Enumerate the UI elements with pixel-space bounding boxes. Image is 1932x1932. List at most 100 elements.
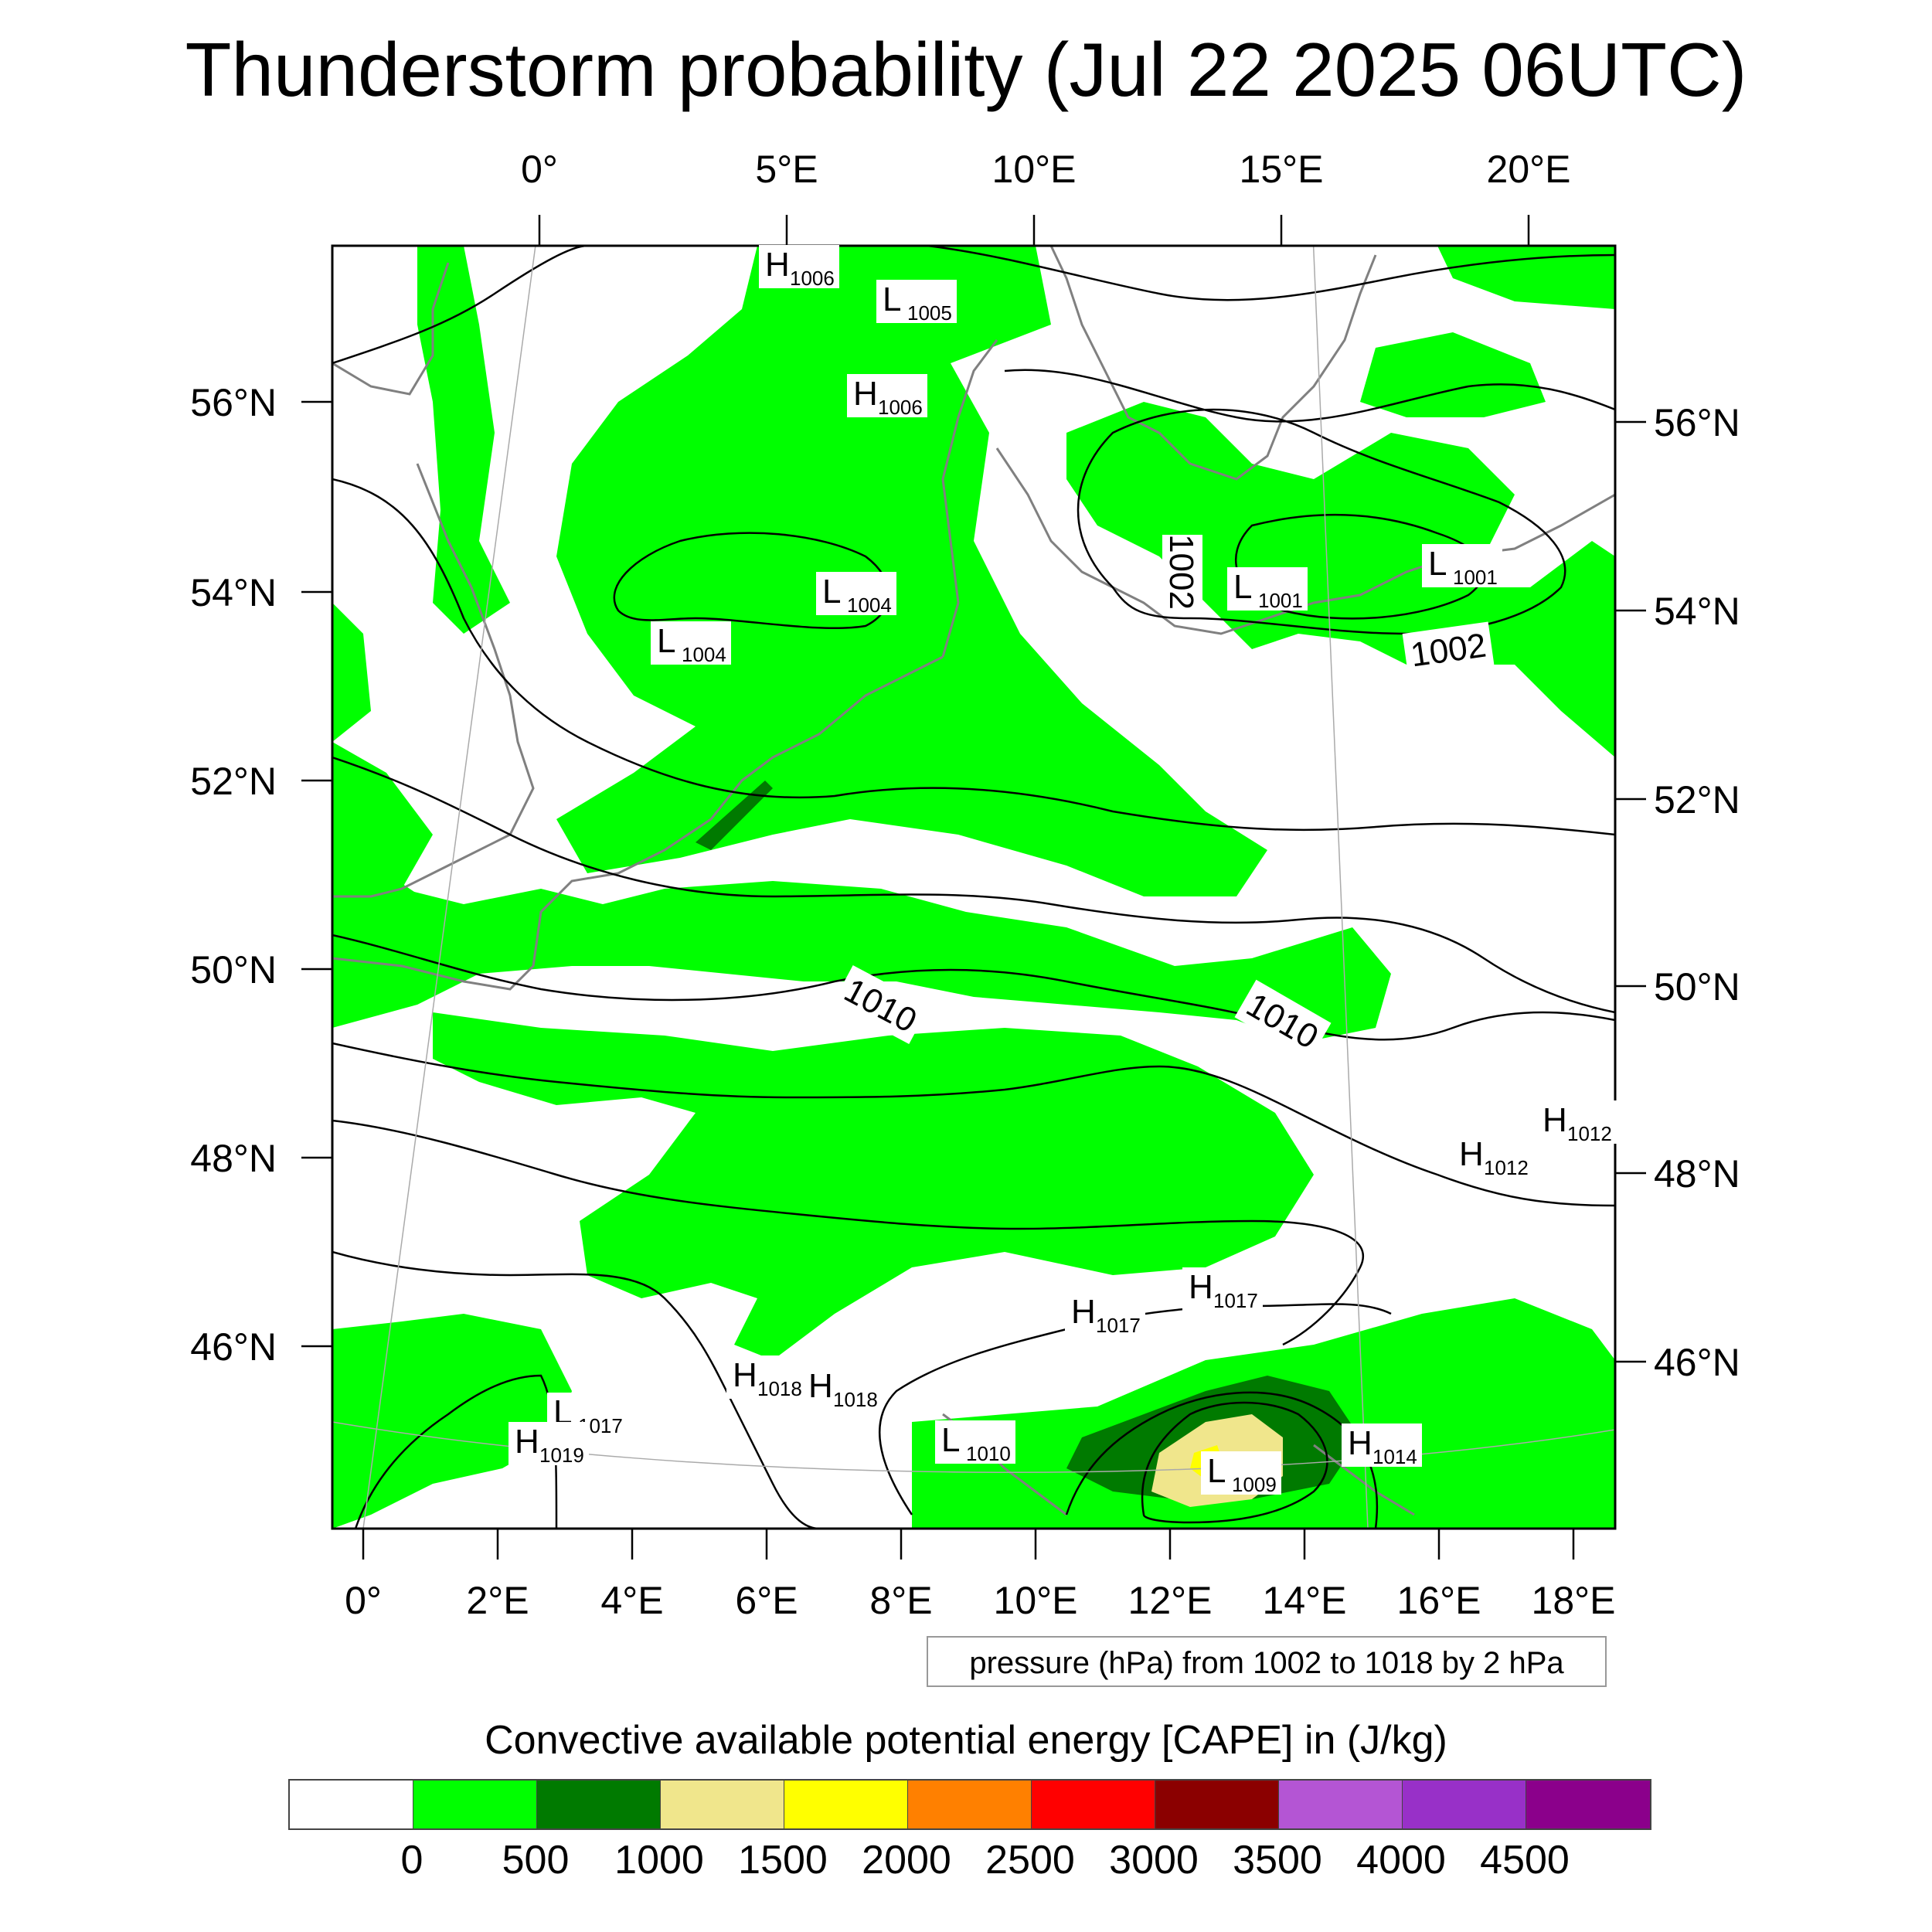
pressure-center-value: 1012 xyxy=(1484,1156,1529,1179)
pressure-center: H 1012 xyxy=(1536,1100,1617,1145)
right-lat-label: 56°N xyxy=(1654,401,1740,444)
pressure-center-value: 1009 xyxy=(1232,1473,1277,1496)
colorbar-label: 2000 xyxy=(862,1838,951,1883)
pressure-center-group: H 1006 L 1005 H 1006 L 1004 L 1004 L 100… xyxy=(509,245,1617,1496)
colorbar-box xyxy=(1032,1781,1155,1828)
isobar-label-text: 1002 xyxy=(1162,534,1200,610)
left-lat-label: 50°N xyxy=(190,948,277,992)
legend-title: Convective available potential energy [C… xyxy=(485,1718,1447,1763)
colorbar-box xyxy=(1155,1781,1279,1828)
colorbar-box xyxy=(290,1781,413,1828)
bottom-lon-label: 4°E xyxy=(600,1579,663,1622)
pressure-center-letter: H xyxy=(1459,1135,1484,1173)
top-lon-label: 10°E xyxy=(992,148,1077,191)
map-title: Thunderstorm probability (Jul 22 2025 06… xyxy=(185,27,1747,112)
bottom-lon-labels: 0° 2°E 4°E 6°E 8°E 10°E 12°E 14°E 16°E 1… xyxy=(345,1579,1615,1622)
pressure-center: H 1019 xyxy=(509,1422,589,1467)
tick-marks xyxy=(301,215,1646,1560)
pressure-center-value: 1012 xyxy=(1567,1122,1612,1145)
pressure-center-value: 1001 xyxy=(1453,566,1498,589)
pressure-center-value: 1017 xyxy=(1213,1289,1258,1312)
right-lat-label: 50°N xyxy=(1654,965,1740,1009)
right-lat-label: 52°N xyxy=(1654,778,1740,821)
pressure-center-letter: H xyxy=(733,1356,757,1394)
pressure-center-letter: L xyxy=(822,573,841,611)
colorbar-label: 1000 xyxy=(614,1838,704,1883)
colorbar-label: 0 xyxy=(400,1838,423,1883)
pressure-center: L 1004 xyxy=(651,621,731,666)
coastlines xyxy=(332,246,1615,1516)
pressure-center: H 1017 xyxy=(1065,1292,1145,1337)
isobars xyxy=(332,246,1615,1529)
isobar-label: 1002 xyxy=(1162,534,1202,610)
bottom-lon-label: 16°E xyxy=(1397,1579,1481,1622)
colorbar-box xyxy=(1526,1781,1650,1828)
pressure-center-value: 1004 xyxy=(847,594,892,617)
pressure-center-letter: L xyxy=(883,281,901,318)
pressure-center: L 1001 xyxy=(1422,544,1502,589)
left-lat-label: 46°N xyxy=(190,1325,277,1369)
pressure-center: H 1012 xyxy=(1453,1134,1533,1179)
pressure-center: H 1014 xyxy=(1342,1423,1422,1468)
pressure-center: L 1004 xyxy=(816,572,896,617)
isobar-2 xyxy=(332,478,1615,836)
cape-region-west-band xyxy=(332,742,1391,1043)
colorbar-label: 3500 xyxy=(1233,1838,1322,1883)
pressure-center-value: 1010 xyxy=(966,1442,1011,1465)
colorbar-box xyxy=(413,1781,537,1828)
colorbar-label: 1500 xyxy=(738,1838,828,1883)
colorbar-box xyxy=(1403,1781,1526,1828)
pressure-center-value: 1018 xyxy=(757,1377,802,1400)
pressure-center: H 1018 xyxy=(726,1355,807,1400)
pressure-center-value: 1019 xyxy=(539,1444,584,1467)
contour-info-note: pressure (hPa) from 1002 to 1018 by 2 hP… xyxy=(927,1636,1607,1687)
pressure-center-value: 1017 xyxy=(1096,1314,1141,1337)
cape-region-central-europe xyxy=(433,1012,1314,1360)
cape-region-west-edge xyxy=(332,603,433,935)
cape-region-dk-strip xyxy=(696,781,773,850)
bottom-lon-label: 8°E xyxy=(869,1579,932,1622)
isobar-15 xyxy=(927,246,1615,301)
right-lat-label: 46°N xyxy=(1654,1341,1740,1384)
map-frame xyxy=(331,244,1617,1530)
top-lon-label: 0° xyxy=(521,148,558,191)
top-lon-label: 15°E xyxy=(1240,148,1324,191)
bottom-lon-label: 0° xyxy=(345,1579,382,1622)
cape-region-northsea xyxy=(556,246,1267,896)
colorbar-label: 3000 xyxy=(1109,1838,1199,1883)
right-lat-label: 54°N xyxy=(1654,590,1740,633)
left-lat-label: 48°N xyxy=(190,1137,277,1180)
pressure-center-letter: L xyxy=(941,1421,960,1459)
bottom-lon-label: 2°E xyxy=(466,1579,529,1622)
pressure-center-letter: H xyxy=(1348,1424,1372,1462)
bottom-lon-label: 12°E xyxy=(1128,1579,1213,1622)
colorbar-label: 500 xyxy=(502,1838,570,1883)
pressure-center-letter: H xyxy=(1189,1268,1213,1306)
pressure-center-letter: L xyxy=(657,622,675,660)
left-lat-label: 56°N xyxy=(190,381,277,424)
cape-field xyxy=(332,246,1615,1529)
pressure-center-value: 1018 xyxy=(833,1388,878,1411)
left-lat-label: 54°N xyxy=(190,571,277,614)
cape-region-britain xyxy=(417,246,510,634)
coast-britain xyxy=(332,262,535,898)
meridian-0 xyxy=(362,246,536,1529)
coast-channel xyxy=(332,655,944,991)
cape-colorbar xyxy=(288,1779,1651,1830)
top-lon-label: 5°E xyxy=(755,148,818,191)
colorbar-label: 2500 xyxy=(985,1838,1075,1883)
colorbar-label: 4000 xyxy=(1356,1838,1446,1883)
pressure-center-letter: H xyxy=(1543,1101,1567,1139)
pressure-center-letter: L xyxy=(1207,1452,1226,1490)
pressure-center-letter: L xyxy=(1428,545,1447,583)
top-lon-label: 20°E xyxy=(1487,148,1571,191)
bottom-lon-label: 10°E xyxy=(994,1579,1078,1622)
cape-region-baltic xyxy=(1066,402,1615,757)
pressure-center-value: 1006 xyxy=(878,396,923,419)
isobar-5 xyxy=(332,1042,1615,1207)
left-lat-label: 52°N xyxy=(190,760,277,803)
left-lat-labels: 56°N 54°N 52°N 50°N 48°N 46°N xyxy=(190,381,277,1369)
pressure-center-value: 1004 xyxy=(682,643,726,666)
graticule xyxy=(332,246,1615,1529)
top-lon-labels: 0° 5°E 10°E 15°E 20°E xyxy=(521,148,1570,191)
